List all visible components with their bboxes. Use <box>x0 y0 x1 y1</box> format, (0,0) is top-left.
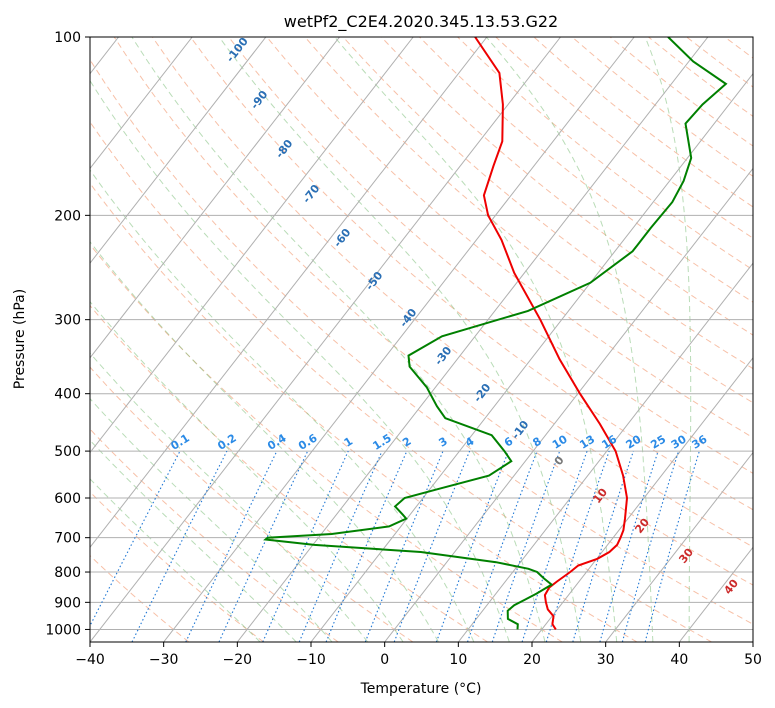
x-tick-label: 40 <box>670 652 688 668</box>
y-axis-label: Pressure (hPa) <box>12 289 28 389</box>
y-tick-label: 400 <box>54 387 81 403</box>
y-tick-label: 500 <box>54 444 81 460</box>
x-tick-label: −40 <box>75 652 105 668</box>
isotherm <box>753 37 775 642</box>
x-tick-label: 0 <box>380 652 389 668</box>
x-tick-label: 50 <box>744 652 762 668</box>
y-tick-label: 900 <box>54 595 81 611</box>
y-tick-label: 200 <box>54 208 81 224</box>
x-tick-label: −20 <box>223 652 253 668</box>
chart-title: wetPf2_C2E4.2020.345.13.53.G22 <box>284 12 558 32</box>
x-tick-label: 30 <box>597 652 615 668</box>
x-axis-label: Temperature (°C) <box>360 681 482 697</box>
y-tick-label: 300 <box>54 313 81 329</box>
x-tick-label: −10 <box>296 652 326 668</box>
y-tick-label: 600 <box>54 491 81 507</box>
x-tick-label: 10 <box>449 652 467 668</box>
y-tick-label: 100 <box>54 30 81 46</box>
dry-adiabat <box>763 37 775 642</box>
y-tick-label: 1000 <box>45 622 81 638</box>
x-tick-label: −30 <box>149 652 179 668</box>
y-tick-label: 800 <box>54 565 81 581</box>
x-tick-label: 20 <box>523 652 541 668</box>
y-tick-label: 700 <box>54 531 81 547</box>
